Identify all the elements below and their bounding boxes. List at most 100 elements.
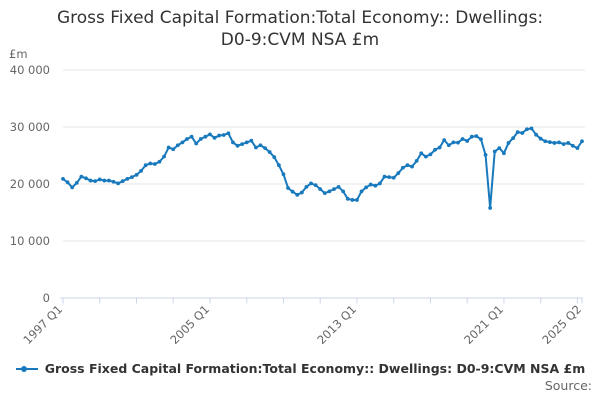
data-point-marker[interactable] xyxy=(313,183,318,188)
data-point-marker[interactable] xyxy=(61,176,65,181)
data-point-marker[interactable] xyxy=(410,164,414,169)
data-point-marker[interactable] xyxy=(396,171,401,176)
data-point-marker[interactable] xyxy=(428,152,433,157)
data-point-marker[interactable] xyxy=(561,142,566,147)
data-point-marker[interactable] xyxy=(120,179,125,184)
data-point-marker[interactable] xyxy=(258,143,263,148)
data-point-marker[interactable] xyxy=(465,139,470,143)
data-point-marker[interactable] xyxy=(134,172,139,177)
data-point-marker[interactable] xyxy=(341,189,346,194)
data-point-marker[interactable] xyxy=(217,133,222,138)
data-point-marker[interactable] xyxy=(355,198,359,202)
data-point-marker[interactable] xyxy=(171,147,176,152)
data-point-marker[interactable] xyxy=(350,198,355,202)
data-point-marker[interactable] xyxy=(345,196,350,201)
data-point-marker[interactable] xyxy=(483,153,488,157)
data-point-marker[interactable] xyxy=(272,155,277,160)
data-point-marker[interactable] xyxy=(456,140,460,145)
data-point-marker[interactable] xyxy=(543,139,548,144)
data-point-marker[interactable] xyxy=(203,134,208,139)
data-point-marker[interactable] xyxy=(488,206,493,210)
data-point-marker[interactable] xyxy=(529,126,534,131)
data-point-marker[interactable] xyxy=(446,143,451,148)
data-point-marker[interactable] xyxy=(368,182,373,187)
data-point-marker[interactable] xyxy=(474,134,479,139)
data-point-marker[interactable] xyxy=(231,140,235,145)
data-point-marker[interactable] xyxy=(281,172,286,177)
data-point-marker[interactable] xyxy=(506,141,511,145)
series-path[interactable] xyxy=(62,127,583,209)
data-point-marker[interactable] xyxy=(198,137,203,141)
data-point-marker[interactable] xyxy=(570,143,575,148)
data-point-marker[interactable] xyxy=(469,134,474,139)
data-point-marker[interactable] xyxy=(515,130,520,135)
data-point-marker[interactable] xyxy=(175,143,180,148)
data-point-marker[interactable] xyxy=(547,140,552,145)
data-point-marker[interactable] xyxy=(538,136,543,141)
data-point-marker[interactable] xyxy=(327,189,332,194)
data-point-marker[interactable] xyxy=(580,139,584,144)
data-point-marker[interactable] xyxy=(387,175,391,180)
data-point-marker[interactable] xyxy=(423,154,428,159)
data-point-marker[interactable] xyxy=(254,145,258,150)
data-point-marker[interactable] xyxy=(148,161,153,166)
data-point-marker[interactable] xyxy=(497,146,502,150)
data-point-marker[interactable] xyxy=(309,181,313,186)
data-point-marker[interactable] xyxy=(221,133,226,137)
data-point-marker[interactable] xyxy=(373,183,378,188)
data-point-marker[interactable] xyxy=(378,181,382,186)
data-point-marker[interactable] xyxy=(180,140,185,145)
data-point-marker[interactable] xyxy=(93,179,98,184)
data-point-marker[interactable] xyxy=(116,181,121,186)
data-point-marker[interactable] xyxy=(451,140,456,145)
data-point-marker[interactable] xyxy=(70,185,75,190)
data-point-marker[interactable] xyxy=(524,127,529,132)
data-point-marker[interactable] xyxy=(111,179,116,184)
data-point-marker[interactable] xyxy=(125,176,130,181)
data-point-marker[interactable] xyxy=(97,177,102,182)
data-point-marker[interactable] xyxy=(295,192,300,197)
data-point-marker[interactable] xyxy=(552,141,557,145)
data-point-marker[interactable] xyxy=(318,187,323,192)
data-point-marker[interactable] xyxy=(235,143,240,148)
data-point-marker[interactable] xyxy=(479,137,483,142)
data-point-marker[interactable] xyxy=(414,159,419,163)
data-point-marker[interactable] xyxy=(249,138,254,143)
data-point-marker[interactable] xyxy=(189,134,194,139)
data-point-marker[interactable] xyxy=(208,132,212,137)
data-point-marker[interactable] xyxy=(286,186,290,190)
data-point-marker[interactable] xyxy=(65,180,70,185)
line-chart-plot-area[interactable]: 0 10 000 20 000 30 000 40 000 1997 Q1 2005 Q1… xyxy=(0,0,600,360)
data-point-marker[interactable] xyxy=(382,174,387,179)
data-point-marker[interactable] xyxy=(419,151,424,156)
data-point-marker[interactable] xyxy=(212,135,217,140)
data-point-marker[interactable] xyxy=(405,163,410,168)
data-point-marker[interactable] xyxy=(575,146,580,150)
data-point-marker[interactable] xyxy=(102,178,107,183)
data-point-marker[interactable] xyxy=(194,141,199,146)
data-point-marker[interactable] xyxy=(84,176,88,181)
data-point-marker[interactable] xyxy=(139,168,143,173)
data-point-marker[interactable] xyxy=(502,151,506,156)
data-point-marker[interactable] xyxy=(157,159,162,164)
data-point-marker[interactable] xyxy=(162,154,166,159)
data-point-marker[interactable] xyxy=(276,163,281,168)
data-point-marker[interactable] xyxy=(336,184,341,189)
data-point-marker[interactable] xyxy=(129,175,134,180)
data-point-marker[interactable] xyxy=(322,191,327,196)
data-point-marker[interactable] xyxy=(400,165,405,170)
data-point-marker[interactable] xyxy=(304,184,309,189)
data-point-marker[interactable] xyxy=(152,162,157,166)
data-point-marker[interactable] xyxy=(437,145,442,150)
data-point-marker[interactable] xyxy=(332,187,336,192)
data-point-marker[interactable] xyxy=(263,146,267,150)
data-point-marker[interactable] xyxy=(88,178,93,183)
data-point-marker[interactable] xyxy=(442,138,447,143)
data-point-marker[interactable] xyxy=(299,190,304,195)
data-point-marker[interactable] xyxy=(359,189,364,194)
data-point-marker[interactable] xyxy=(143,163,148,168)
data-point-marker[interactable] xyxy=(240,142,245,147)
data-point-marker[interactable] xyxy=(520,131,525,135)
data-point-marker[interactable] xyxy=(290,189,295,194)
data-point-marker[interactable] xyxy=(492,149,497,154)
